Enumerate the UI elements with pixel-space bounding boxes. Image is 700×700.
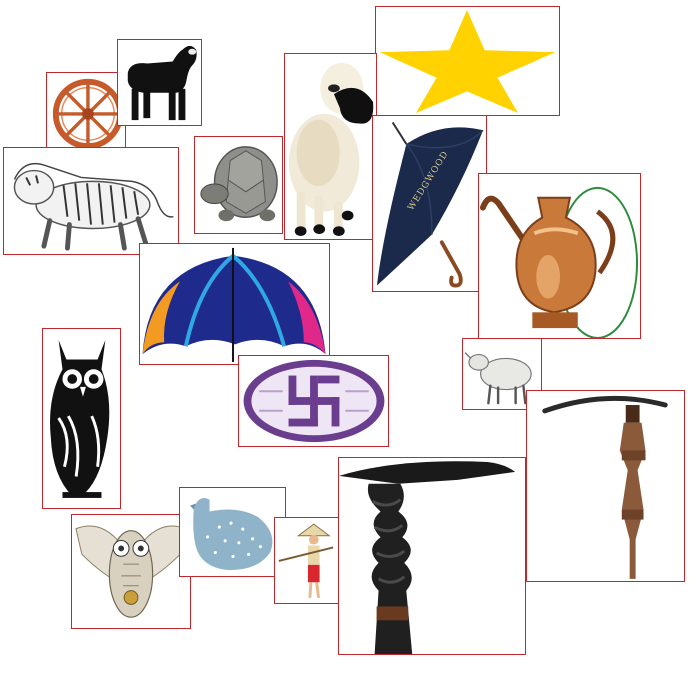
closed-umbrella-tile: WEDGWOOD bbox=[372, 115, 487, 292]
tribal-owl-icon bbox=[50, 340, 110, 498]
lamb-sketch-icon bbox=[464, 352, 532, 405]
carved-stick-tile bbox=[338, 457, 526, 655]
copper-kettle-tile bbox=[478, 173, 641, 339]
hen-icon bbox=[189, 497, 273, 571]
black-sheep-tile bbox=[117, 39, 202, 126]
wagon-wheel-tile bbox=[46, 72, 126, 150]
farmer-icon bbox=[278, 523, 334, 598]
ornate-owl-tile bbox=[71, 514, 191, 629]
plush-sheep-tile bbox=[284, 53, 377, 240]
closed-umbrella-icon: WEDGWOOD bbox=[376, 121, 484, 288]
walking-cane-tile bbox=[526, 390, 685, 582]
tribal-owl-tile bbox=[42, 328, 121, 509]
wagon-wheel-icon bbox=[52, 78, 124, 149]
carved-stick-icon bbox=[339, 461, 516, 654]
copper-kettle-icon bbox=[479, 186, 639, 338]
swastika-emblem-icon bbox=[243, 359, 385, 443]
tortoise-icon bbox=[200, 146, 278, 222]
tiger-sketch-tile bbox=[3, 147, 179, 255]
tiger-sketch-icon bbox=[13, 162, 174, 251]
walking-cane-icon bbox=[542, 395, 668, 579]
plush-sheep-icon bbox=[288, 62, 374, 237]
black-sheep-icon bbox=[127, 45, 197, 121]
swastika-emblem-tile bbox=[238, 355, 389, 447]
ornate-owl-icon bbox=[75, 525, 187, 618]
open-umbrella-icon bbox=[142, 247, 326, 363]
hen-tile bbox=[179, 487, 286, 577]
gold-star-tile bbox=[375, 6, 560, 116]
gold-star-icon bbox=[379, 9, 556, 114]
farmer-tile bbox=[274, 517, 339, 604]
tortoise-tile bbox=[194, 136, 283, 234]
open-umbrella-tile bbox=[139, 243, 330, 365]
